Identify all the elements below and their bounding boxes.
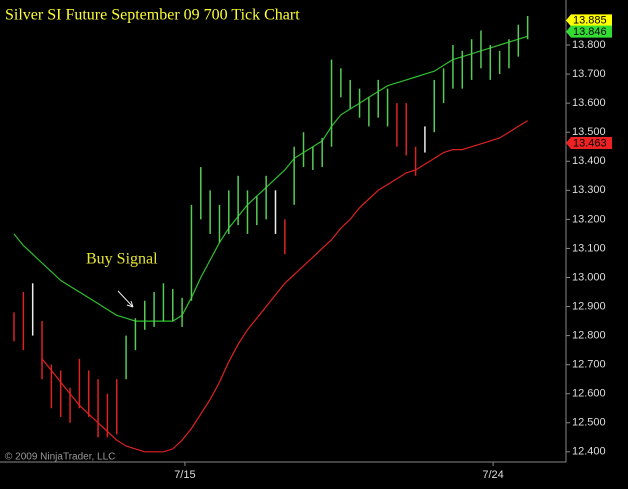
y-tick-label: 13.200 xyxy=(572,213,606,225)
annotation: Buy Signal xyxy=(86,251,158,268)
y-tick-label: 13.400 xyxy=(572,155,606,167)
y-tick-label: 13.300 xyxy=(572,184,606,196)
moving-average xyxy=(13,35,528,322)
price-marker-label: 13.846 xyxy=(573,26,607,38)
moving-average xyxy=(41,120,528,453)
y-tick-label: 13.600 xyxy=(572,97,606,109)
price-marker-label: 13.463 xyxy=(573,137,607,149)
y-tick-label: 13.500 xyxy=(572,126,606,138)
annotation-arrow xyxy=(117,290,134,308)
y-tick-label: 13.000 xyxy=(572,271,606,283)
y-tick-label: 12.500 xyxy=(572,417,606,429)
price-marker xyxy=(566,136,612,149)
chart-title: Silver SI Future September 09 700 Tick C… xyxy=(5,7,300,24)
price-marker-label: 13.885 xyxy=(573,15,607,27)
y-tick-label: 12.800 xyxy=(572,330,606,342)
x-tick-label: 7/24 xyxy=(482,469,503,481)
y-tick-label: 12.900 xyxy=(572,300,606,312)
y-tick-label: 13.800 xyxy=(572,39,606,51)
price-marker xyxy=(566,25,612,38)
price-marker xyxy=(566,14,612,27)
copyright: © 2009 NinjaTrader, LLC xyxy=(5,452,115,463)
y-tick-label: 13.100 xyxy=(572,242,606,254)
y-tick-label: 12.400 xyxy=(572,446,606,458)
y-tick-label: 13.700 xyxy=(572,68,606,80)
y-tick-label: 12.700 xyxy=(572,359,606,371)
y-tick-label: 12.600 xyxy=(572,388,606,400)
x-tick-label: 7/15 xyxy=(174,469,195,481)
